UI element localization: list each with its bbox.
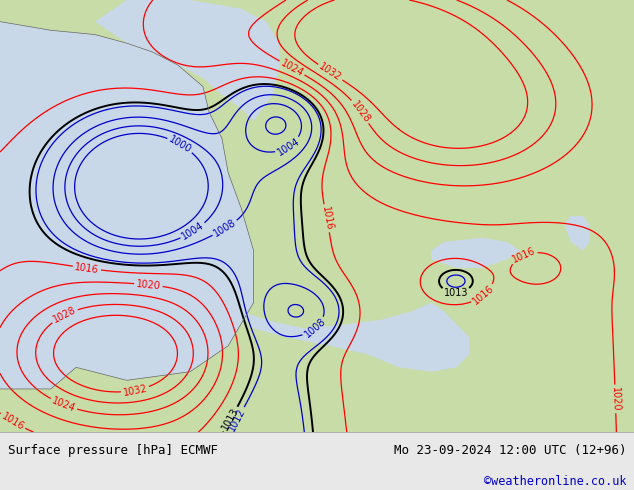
Text: 1008: 1008 bbox=[212, 218, 238, 239]
Text: Mo 23-09-2024 12:00 UTC (12+96): Mo 23-09-2024 12:00 UTC (12+96) bbox=[394, 444, 626, 457]
Text: 1016: 1016 bbox=[471, 283, 496, 307]
Text: 1028: 1028 bbox=[349, 98, 372, 124]
Polygon shape bbox=[564, 216, 590, 251]
Text: 1032: 1032 bbox=[317, 61, 343, 83]
Text: 1004: 1004 bbox=[275, 136, 301, 157]
Text: 1020: 1020 bbox=[136, 279, 161, 291]
Text: 1013: 1013 bbox=[220, 406, 241, 432]
Text: ©weatheronline.co.uk: ©weatheronline.co.uk bbox=[484, 475, 626, 488]
Text: 1024: 1024 bbox=[279, 58, 305, 78]
Text: 1013: 1013 bbox=[444, 287, 468, 297]
Text: 1028: 1028 bbox=[51, 305, 78, 325]
Text: Surface pressure [hPa] ECMWF: Surface pressure [hPa] ECMWF bbox=[8, 444, 217, 457]
Text: 1024: 1024 bbox=[50, 395, 77, 414]
Text: 1020: 1020 bbox=[610, 387, 621, 412]
Text: 1000: 1000 bbox=[167, 134, 193, 155]
Text: 1012: 1012 bbox=[228, 407, 248, 433]
Text: 1016: 1016 bbox=[74, 262, 100, 275]
Polygon shape bbox=[0, 22, 254, 389]
Polygon shape bbox=[0, 0, 634, 432]
Text: 1004: 1004 bbox=[180, 220, 206, 242]
Text: 1032: 1032 bbox=[122, 383, 148, 397]
Polygon shape bbox=[241, 302, 469, 372]
Text: 1008: 1008 bbox=[302, 317, 328, 340]
Text: 1016: 1016 bbox=[510, 246, 537, 265]
Polygon shape bbox=[431, 238, 520, 268]
Text: 1016: 1016 bbox=[320, 205, 334, 231]
Text: 1016: 1016 bbox=[0, 411, 26, 432]
Polygon shape bbox=[95, 0, 279, 121]
